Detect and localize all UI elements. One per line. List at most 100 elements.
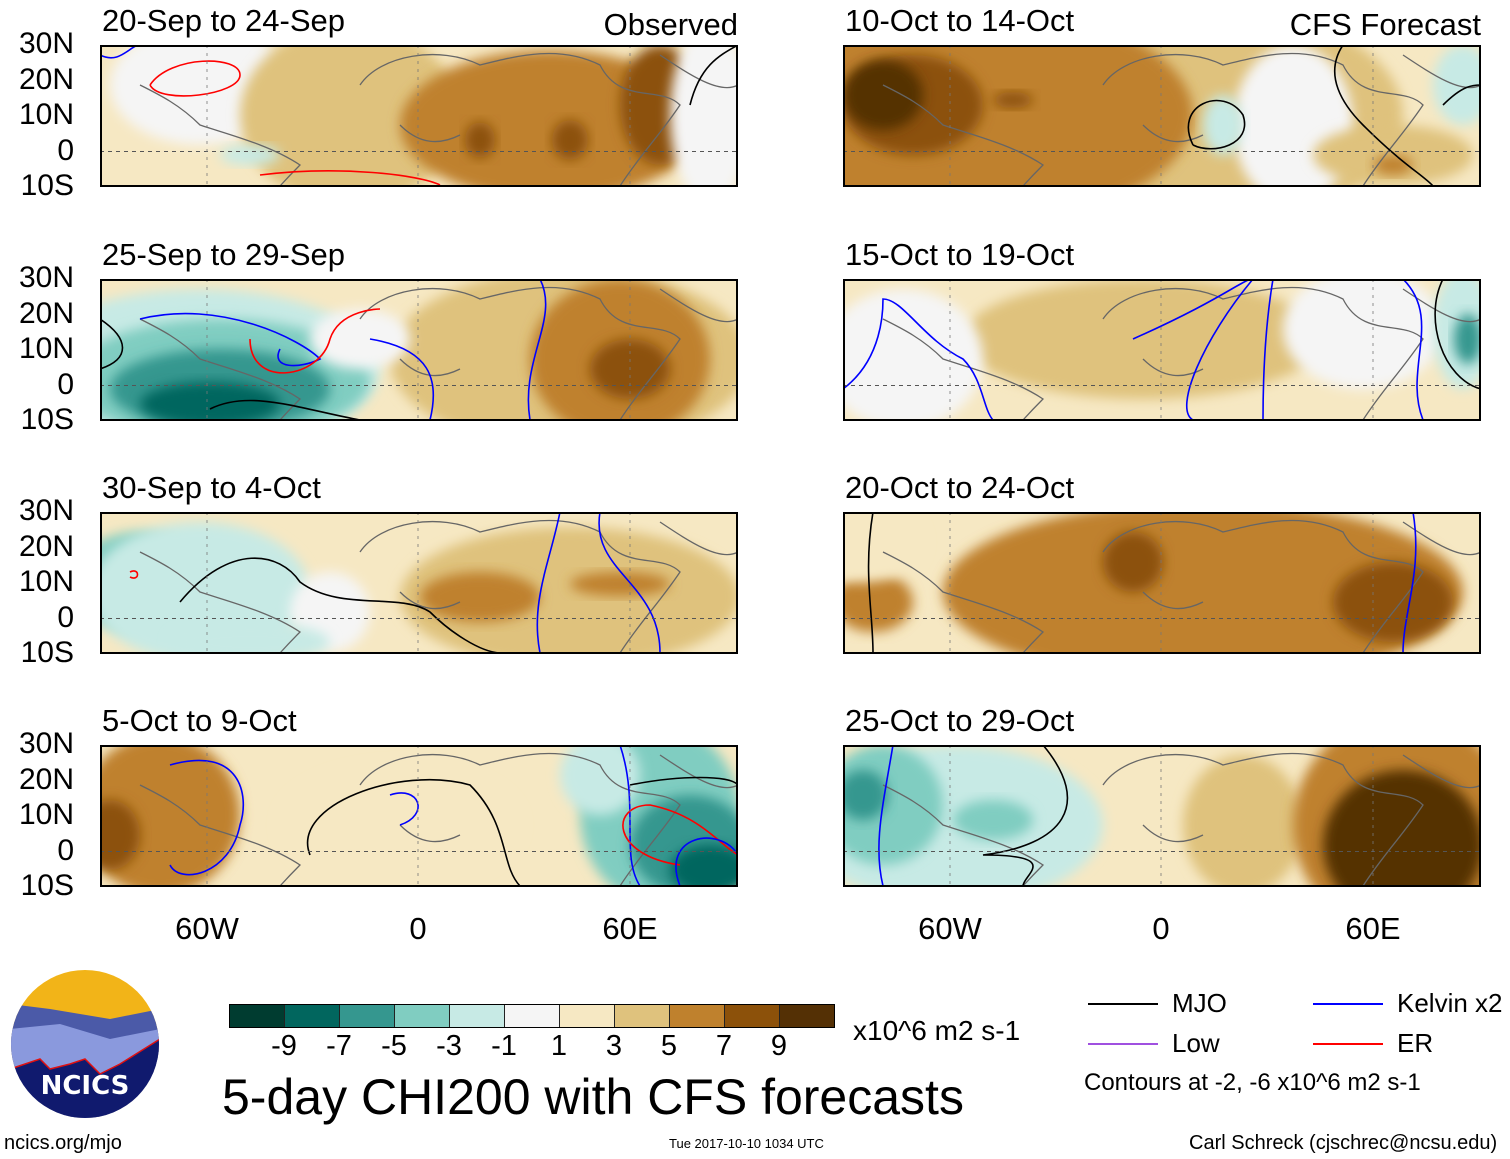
footer-credit: Carl Schreck (cjschrec@ncsu.edu) [1189,1132,1498,1154]
map-panel [843,279,1481,421]
colorbar-swatch [670,1005,725,1027]
chi200-anomaly-region [1183,755,1303,887]
contour-note: Contours at -2, -6 x10^6 m2 s-1 [1084,1069,1421,1096]
map-frame [100,745,738,887]
contour-line [179,557,501,654]
longitude-label: 60W [175,911,239,946]
latitude-label: 10S [20,169,74,202]
latitude-label: 30N [18,727,74,760]
latitude-label: 30N [18,27,74,60]
latitude-label: 30N [18,494,74,527]
map-panel [100,512,738,654]
map-frame [100,45,738,187]
longitude-label: 0 [409,911,427,946]
chi200-anomaly-region [1203,95,1243,155]
map-frame [843,279,1481,421]
contour-line [1187,99,1246,150]
chi200-anomaly-region [100,522,310,654]
panel-label: CFS Forecast [1289,7,1481,42]
colorbar-tick-label: -9 [271,1030,297,1062]
chi200-anomaly-region [1454,314,1481,364]
contour-line [867,512,874,654]
map-frame [100,512,738,654]
latitude-label: 0 [57,833,74,867]
chi200-anomaly-region [1333,562,1453,642]
latitude-label: 10N [18,565,74,598]
map-frame [843,745,1481,887]
chi200-anomaly-region [400,527,738,654]
coastline [882,52,1481,187]
panel-title: 20-Sep to 24-Sep [102,3,346,38]
colorbar-swatch [395,1005,450,1027]
coastline [882,286,1481,421]
footer-timestamp: Tue 2017-10-10 1034 UTC [669,1136,824,1151]
chi200-anomaly-region [670,45,738,187]
colorbar-tick-label: -5 [381,1030,407,1062]
legend-line-kelvin-x2 [1313,1003,1383,1005]
colorbar-tick-label: -3 [436,1030,462,1062]
longitude-label: 60W [918,911,982,946]
contour-line [629,776,738,786]
chi200-anomaly-region [993,92,1033,108]
chi200-anomaly-region [100,800,140,870]
latitude-label: 20N [18,296,74,330]
panel-label: Observed [603,7,738,42]
colorbar-swatch [450,1005,505,1027]
latitude-label: 0 [57,367,74,401]
colorbar-tick-label: 7 [715,1030,733,1062]
contour-line [139,312,322,367]
panel-title: 30-Sep to 4-Oct [102,470,321,505]
coastline [139,752,738,887]
chi200-anomaly-region [560,745,640,815]
chi200-anomaly-region [170,622,330,654]
contour-line [598,512,661,654]
chi200-anomaly-region [420,572,540,622]
contour-line [982,745,1069,887]
contour-line [536,512,561,654]
colorbar [229,1004,835,1028]
latitude-label: 20N [18,762,74,796]
chi200-anomaly-region [465,122,495,158]
legend-label: ER [1397,1028,1434,1058]
contour-line [100,318,124,370]
chi200-anomaly-region [843,770,888,820]
coastline [139,52,738,187]
latitude-label: 10S [20,869,74,902]
panel-title: 25-Sep to 29-Sep [102,237,346,272]
logo-text: NCICS [41,1071,130,1101]
panel-title: 25-Oct to 29-Oct [845,703,1075,738]
contour-line [1442,84,1481,106]
colorbar-units: x10^6 m2 s-1 [853,1015,1021,1046]
contour-line [675,837,738,887]
latitude-label: 10N [18,98,74,131]
chi200-anomaly-region [220,145,280,165]
chi200-anomaly-region [1283,279,1443,389]
contour-line [1333,45,1434,187]
latitude-label: 0 [57,133,74,167]
colorbar-swatch [505,1005,560,1027]
latitude-label: 20N [18,529,74,563]
colorbar-swatch [340,1005,395,1027]
map-panel [843,512,1481,654]
colorbar-swatch [560,1005,615,1027]
contour-line [249,308,381,374]
chi200-anomaly-region [843,60,923,130]
chi200-anomaly-region [670,845,738,887]
panel-title: 10-Oct to 14-Oct [845,3,1075,38]
latitude-label: 0 [57,600,74,634]
legend-label: Low [1172,1028,1220,1058]
contour-line [209,399,361,421]
ncics-logo: NCICS [11,970,159,1118]
panel-title: 15-Oct to 19-Oct [845,237,1075,272]
contour-line [369,338,435,421]
colorbar-tick-label: 3 [605,1030,623,1062]
map-panel [843,45,1481,187]
contour-line [843,298,994,421]
contour-line [1262,279,1274,421]
latitude-label: 30N [18,261,74,294]
map-frame [100,279,738,421]
panel-title: 5-Oct to 9-Oct [102,703,297,738]
map-panel [100,745,738,887]
contour-line [527,279,547,421]
